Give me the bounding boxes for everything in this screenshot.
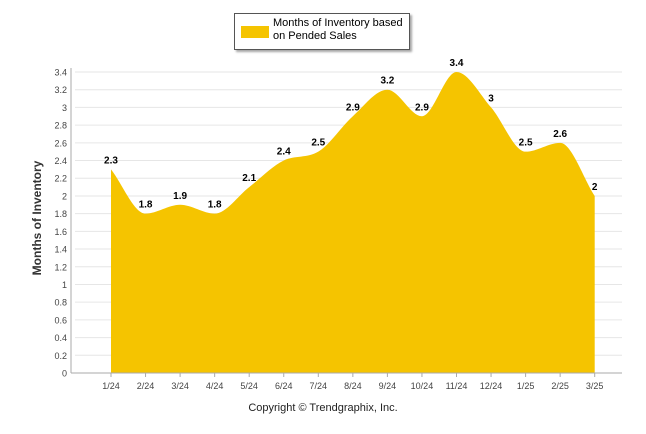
data-label: 2.5 — [311, 138, 325, 149]
data-labels: 2.3 1.8 1.9 1.8 2.1 2.4 2.5 2.9 3.2 2.9 3.4 3 2.5 2.6… — [104, 58, 598, 211]
y-tick-label: 1 — [62, 280, 67, 290]
data-label: 1.8 — [208, 200, 222, 211]
legend-label: Months of Inventory based on Pended Sale… — [273, 17, 403, 42]
series-area-path — [111, 72, 595, 373]
x-tick-label: 9/24 — [379, 381, 397, 391]
x-tick-label: 10/24 — [411, 381, 434, 391]
x-tick-label: 1/25 — [517, 381, 535, 391]
y-tick-label: 2.8 — [54, 121, 67, 131]
data-label: 2.6 — [553, 129, 567, 140]
x-tick-label: 11/24 — [446, 381, 468, 391]
y-tick-label: 0.6 — [54, 315, 67, 325]
data-label: 1.9 — [173, 191, 187, 202]
x-tick-label: 6/24 — [275, 381, 293, 391]
y-tick-label: 0.4 — [54, 333, 67, 343]
y-tick-label: 2.6 — [54, 138, 67, 148]
x-tick-label: 5/24 — [240, 381, 258, 391]
x-tick-label: 3/24 — [171, 381, 189, 391]
y-axis-title: Months of Inventory — [30, 160, 44, 276]
copyright-text: Copyright © Trendgraphix, Inc. — [248, 402, 398, 414]
y-tick-label: 2.2 — [54, 174, 67, 184]
legend-swatch — [241, 26, 269, 38]
y-tick-label: 2 — [62, 191, 67, 201]
legend: Months of Inventory based on Pended Sale… — [234, 13, 410, 50]
y-tick-label: 1.4 — [54, 245, 67, 255]
series-area — [111, 72, 595, 373]
x-tick-label: 2/25 — [551, 381, 569, 391]
data-label: 2.5 — [519, 138, 533, 149]
x-tick-label: 1/24 — [102, 381, 120, 391]
x-tick-label: 12/24 — [480, 381, 503, 391]
y-tick-label: 3.4 — [54, 68, 67, 78]
data-label: 2.4 — [277, 147, 291, 158]
y-tick-label: 0 — [62, 369, 67, 379]
y-tick-label: 3.2 — [54, 85, 67, 95]
data-label: 3.2 — [380, 76, 394, 87]
y-tick-label: 1.8 — [54, 209, 67, 219]
data-label: 1.8 — [139, 200, 153, 211]
data-label: 2.3 — [104, 155, 118, 166]
data-label: 2.9 — [415, 102, 429, 113]
data-label: 2 — [592, 182, 598, 193]
data-label: 2.1 — [242, 173, 256, 184]
data-label: 2.9 — [346, 102, 360, 113]
y-tick-label: 2.4 — [54, 156, 67, 166]
y-tick-label: 3 — [62, 103, 67, 113]
y-tick-label: 1.6 — [54, 227, 67, 237]
y-tick-label: 1.2 — [54, 262, 67, 272]
x-tick-label: 4/24 — [206, 381, 224, 391]
x-tick-label: 2/24 — [137, 381, 155, 391]
axes: 0 0.2 0.4 0.6 0.8 1 1.2 1.4 1.6 1.8 2 2.2 2.4 2.6 2.8 3… — [54, 68, 622, 391]
x-tick-label: 7/24 — [310, 381, 328, 391]
x-tick-label: 8/24 — [344, 381, 362, 391]
data-label: 3 — [488, 93, 494, 104]
y-tick-label: 0.2 — [54, 351, 67, 361]
y-tick-label: 0.8 — [54, 298, 67, 308]
data-label: 3.4 — [450, 58, 464, 69]
x-tick-label: 3/25 — [586, 381, 604, 391]
